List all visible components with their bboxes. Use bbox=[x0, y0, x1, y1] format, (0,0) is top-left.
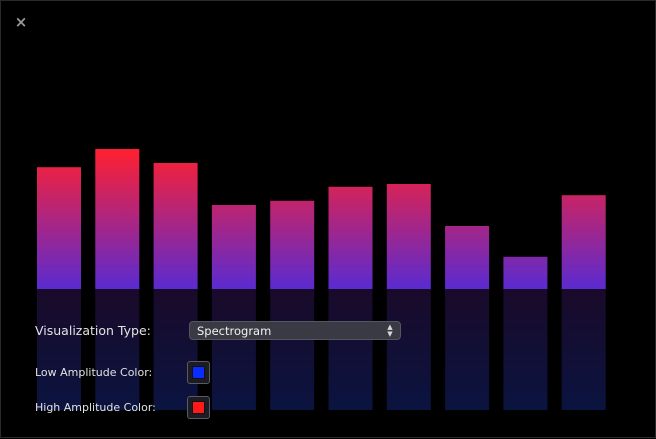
spectrum-bar-reflection bbox=[386, 289, 431, 410]
spectrum-bar bbox=[37, 167, 81, 289]
high-amplitude-color-label: High Amplitude Color: bbox=[35, 401, 156, 414]
low-amplitude-color-swatch[interactable] bbox=[187, 361, 210, 384]
spectrum-bar-reflection bbox=[270, 289, 315, 410]
visualization-type-select[interactable]: Spectrogram ▲ ▼ bbox=[189, 321, 401, 340]
visualization-type-label: Visualization Type: bbox=[35, 323, 151, 338]
spectrum-bar bbox=[95, 149, 140, 289]
visualization-type-value: Spectrogram bbox=[197, 323, 272, 338]
spectrum-bar-reflection bbox=[95, 289, 140, 410]
spectrum-bar-reflection bbox=[328, 289, 373, 410]
spectrum-bar-reflection bbox=[37, 289, 81, 410]
spectrum-bar bbox=[445, 226, 490, 289]
close-icon[interactable]: × bbox=[14, 13, 28, 31]
high-amplitude-color-swatch[interactable] bbox=[187, 396, 210, 419]
high-amplitude-color-fill bbox=[192, 401, 205, 414]
spectrum-bars bbox=[37, 149, 606, 410]
spectrum-bar bbox=[386, 184, 431, 289]
spectrum-bar-reflection bbox=[211, 289, 256, 410]
low-amplitude-color-fill bbox=[192, 366, 205, 379]
spectrum-bar-reflection bbox=[561, 289, 606, 410]
spectrum-bar-reflection bbox=[153, 289, 198, 410]
spectrum-bar bbox=[211, 205, 256, 289]
low-amplitude-color-label: Low Amplitude Color: bbox=[35, 366, 153, 379]
spectrum-bar bbox=[153, 163, 198, 289]
spectrum-bar-reflection bbox=[445, 289, 490, 410]
spectrum-bar bbox=[270, 200, 315, 289]
spectrum-bar bbox=[503, 256, 548, 289]
spectrum-bar-reflection bbox=[503, 289, 548, 410]
spectrum-bar bbox=[328, 186, 373, 289]
spectrum-bar bbox=[561, 195, 606, 289]
chevron-up-down-icon: ▲ ▼ bbox=[387, 322, 393, 338]
